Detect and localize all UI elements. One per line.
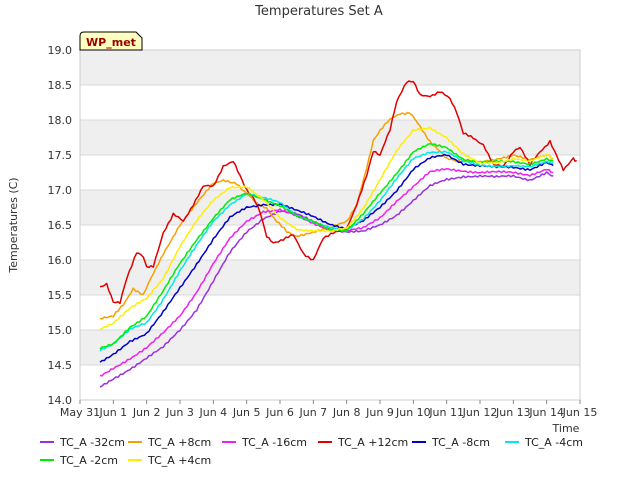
- legend-label: TC_A +4cm: [147, 454, 211, 467]
- x-tick-label: Jun 11: [428, 406, 464, 419]
- station-badge-box: [79, 31, 143, 51]
- station-badge: WP_met: [79, 31, 143, 51]
- series-line-3: [99, 167, 554, 377]
- x-tick-label: Jun 4: [198, 406, 227, 419]
- x-tick-label: Jun 2: [132, 406, 161, 419]
- background-band: [80, 260, 580, 295]
- y-tick-label: 16.0: [48, 254, 73, 267]
- series-line-8: [99, 126, 554, 331]
- x-tick-label: Jun 10: [395, 406, 431, 419]
- background-bands: [80, 50, 580, 365]
- legend-label: TC_A -2cm: [59, 454, 118, 467]
- background-band: [80, 50, 580, 85]
- x-tick-label: Jun 15: [562, 406, 598, 419]
- background-band: [80, 120, 580, 155]
- x-axis-ticks: May 31 Jun 1 Jun 2 Jun 3 Jun 4 Jun 5 Jun 6 Jun …: [60, 400, 597, 419]
- series-line-6: [99, 150, 554, 352]
- x-tick-label: Jun 5: [232, 406, 261, 419]
- x-axis-label: Time: [552, 422, 580, 435]
- legend-label: TC_A +12cm: [337, 436, 408, 449]
- x-tick-label: Jun 13: [495, 406, 531, 419]
- station-badge-label: WP_met: [86, 36, 136, 49]
- y-axis-ticks: 14.0 14.5 15.0 15.5 16.0 16.5 17.0 17.5 18.0 18.5…: [48, 44, 73, 407]
- x-tick-label: Jun 14: [528, 406, 564, 419]
- y-tick-label: 18.0: [48, 114, 73, 127]
- background-band: [80, 330, 580, 365]
- y-tick-label: 15.0: [48, 324, 73, 337]
- plot-frame: [79, 49, 581, 401]
- x-tick-label: Jun 7: [298, 406, 327, 419]
- y-axis-label: Temperatures (C): [7, 177, 20, 273]
- x-tick-label: Jun 3: [165, 406, 194, 419]
- y-tick-label: 17.0: [48, 184, 73, 197]
- legend-label: TC_A +8cm: [147, 436, 211, 449]
- legend: TC_A -32cm TC_A +8cm TC_A -16cm TC_A +12cm T…: [40, 436, 583, 467]
- series-line-4: [99, 80, 577, 305]
- legend-label: TC_A -16cm: [241, 436, 307, 449]
- series-layer: [99, 80, 577, 388]
- legend-label: TC_A -4cm: [524, 436, 583, 449]
- y-tick-label: 14.0: [48, 394, 73, 407]
- x-tick-label: Jun 8: [332, 406, 361, 419]
- x-tick-label: Jun 6: [265, 406, 294, 419]
- legend-label: TC_A -32cm: [59, 436, 125, 449]
- legend-label: TC_A -8cm: [431, 436, 490, 449]
- y-tick-label: 16.5: [48, 219, 73, 232]
- x-tick-label: May 31: [60, 406, 100, 419]
- y-tick-label: 15.5: [48, 289, 73, 302]
- x-tick-label: Jun 9: [365, 406, 394, 419]
- y-tick-label: 17.5: [48, 149, 73, 162]
- x-tick-label: Jun 12: [462, 406, 498, 419]
- y-tick-label: 18.5: [48, 79, 73, 92]
- background-band: [80, 190, 580, 225]
- y-tick-label: 19.0: [48, 44, 73, 57]
- chart-title: Temperatures Set A: [254, 4, 383, 19]
- x-tick-label: Jun 1: [98, 406, 127, 419]
- y-tick-label: 14.5: [48, 359, 73, 372]
